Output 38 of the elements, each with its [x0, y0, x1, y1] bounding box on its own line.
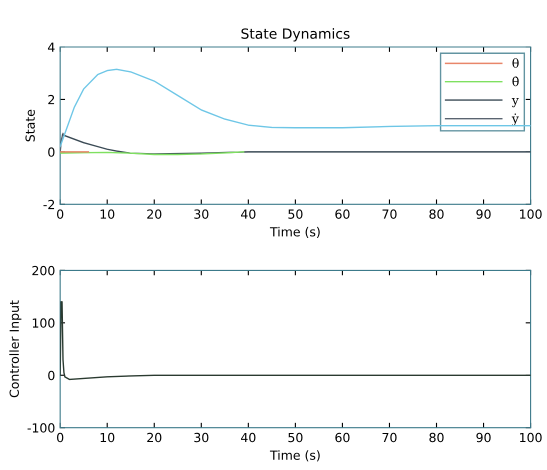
- x-tick-label: 40: [240, 432, 256, 442]
- x-tick-label: 60: [335, 432, 350, 442]
- x-axis-title: Time (s): [270, 450, 320, 462]
- x-tick-label: 20: [147, 432, 162, 442]
- x-tick-label: 10: [100, 432, 114, 442]
- x-tick-label: 70: [382, 432, 397, 442]
- x-tick-label: 30: [194, 432, 208, 442]
- x-tick-label: 50: [288, 209, 303, 219]
- chart-title: State Dynamics: [241, 28, 350, 42]
- x-axis-title: Time (s): [270, 226, 320, 238]
- x-tick-label: 100: [520, 432, 542, 442]
- legend-label: θ̇: [512, 76, 519, 86]
- x-tick-label: 20: [147, 209, 162, 219]
- y-axis-title: Controller Input: [9, 300, 22, 398]
- y-tick-label: -2: [43, 200, 54, 210]
- y-tick-label: 100: [32, 318, 54, 328]
- x-tick-label: 40: [240, 209, 256, 219]
- legend-label: y: [512, 98, 519, 108]
- y-tick-label: 0: [48, 370, 54, 380]
- y-tick-label: 4: [48, 42, 55, 52]
- x-tick-label: 60: [335, 209, 350, 219]
- x-tick-label: 80: [429, 432, 444, 442]
- x-tick-label: 80: [429, 209, 444, 219]
- y-tick-label: 0: [48, 147, 54, 157]
- y-tick-label: -100: [28, 423, 54, 433]
- x-tick-label: 10: [100, 209, 114, 219]
- x-tick-label: 90: [476, 209, 491, 219]
- legend-label: θ: [512, 58, 519, 68]
- y-axis-title: State: [25, 110, 35, 142]
- x-tick-label: 0: [57, 209, 64, 219]
- x-tick-label: 30: [194, 209, 208, 219]
- x-tick-label: 100: [520, 209, 542, 219]
- x-tick-label: 50: [288, 432, 303, 442]
- y-tick-label: 2: [48, 94, 54, 104]
- x-tick-label: 90: [476, 432, 491, 442]
- y-tick-label: 200: [32, 266, 54, 276]
- x-tick-label: 0: [57, 432, 64, 442]
- x-tick-label: 70: [382, 209, 397, 219]
